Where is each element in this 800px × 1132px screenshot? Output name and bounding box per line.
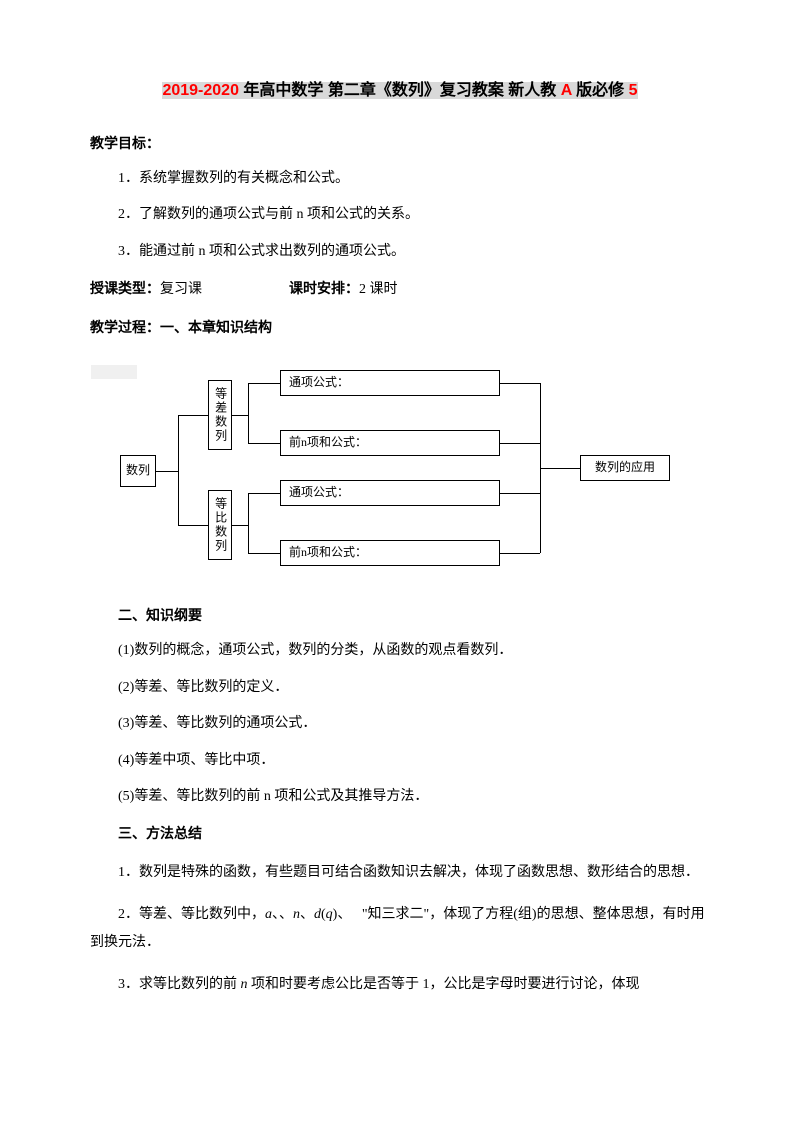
objective-item: 2．了解数列的通项公式与前 n 项和公式的关系。 xyxy=(90,204,710,226)
knowledge-structure-diagram: 数列 等差数列 等比数列 通项公式： 前n项和公式： 通项公式： 前n项和公式：… xyxy=(120,360,680,580)
p2-ai: a xyxy=(265,907,272,922)
p2-qi: q xyxy=(326,907,333,922)
course-hours-label: 课时安排： xyxy=(289,280,359,296)
p3-ni: n xyxy=(241,977,248,992)
course-hours-value: 2 课时 xyxy=(359,282,398,297)
outline-item: (2)等差、等比数列的定义． xyxy=(90,677,710,699)
outline-item: (1)数列的概念，通项公式，数列的分类，从函数的观点看数列． xyxy=(90,640,710,662)
diagram-node-arith: 等差数列 xyxy=(208,380,232,450)
diagram-node-root: 数列 xyxy=(120,455,156,487)
diagram-leaf-4: 前n项和公式： xyxy=(280,540,500,566)
method-para-2: 2．等差、等比数列中，a、、n、d(q)、 "知三求二"，体现了方程(组)的思想… xyxy=(90,901,710,957)
process-heading: 教学过程：一、本章知识结构 xyxy=(90,316,710,338)
p2-b: 、、 xyxy=(272,907,293,922)
outline-item: (4)等差中项、等比中项． xyxy=(90,750,710,772)
p3-a: 3．求等比数列的前 xyxy=(118,977,241,992)
diagram-leaf-2: 前n项和公式： xyxy=(280,430,500,456)
objective-item: 3．能通过前 n 项和公式求出数列的通项公式。 xyxy=(90,241,710,263)
objectives-heading: 教学目标： xyxy=(90,132,710,154)
methods-heading: 三、方法总结 xyxy=(90,822,710,844)
objective-item: 1．系统掌握数列的有关概念和公式。 xyxy=(90,168,710,190)
diagram-node-result: 数列的应用 xyxy=(580,455,670,481)
p2-ni: n xyxy=(293,907,300,922)
title-a: A xyxy=(561,82,572,99)
title-mid2: 版必修 xyxy=(572,82,629,99)
p2-a: 2．等差、等比数列中， xyxy=(118,907,265,922)
title-year: 2019-2020 xyxy=(162,82,239,99)
title-mid1: 年高中数学 第二章《数列》复习教案 新人教 xyxy=(239,82,561,99)
page-title: 2019-2020 年高中数学 第二章《数列》复习教案 新人教 A 版必修 5 xyxy=(90,78,710,104)
course-info-row: 授课类型：复习课 课时安排：2 课时 xyxy=(90,277,710,301)
course-type-value: 复习课 xyxy=(160,282,202,297)
p2-c: 、 xyxy=(300,907,314,922)
diagram-node-geom: 等比数列 xyxy=(208,490,232,560)
diagram-leaf-3: 通项公式： xyxy=(280,480,500,506)
outline-heading: 二、知识纲要 xyxy=(90,604,710,626)
p3-b: 项和时要考虑公比是否等于 1，公比是字母时要进行讨论，体现 xyxy=(248,977,640,992)
title-num: 5 xyxy=(629,82,638,99)
method-para-3: 3．求等比数列的前 n 项和时要考虑公比是否等于 1，公比是字母时要进行讨论，体… xyxy=(90,971,710,999)
method-para-1: 1．数列是特殊的函数，有些题目可结合函数知识去解决，体现了函数思想、数形结合的思… xyxy=(90,859,710,887)
outline-item: (5)等差、等比数列的前 n 项和公式及其推导方法． xyxy=(90,786,710,808)
process-sub: 一、本章知识结构 xyxy=(160,319,272,335)
process-label: 教学过程： xyxy=(90,319,160,335)
outline-item: (3)等差、等比数列的通项公式． xyxy=(90,713,710,735)
p2-di: d xyxy=(314,907,321,922)
diagram-leaf-1: 通项公式： xyxy=(280,370,500,396)
course-type-label: 授课类型： xyxy=(90,280,160,296)
